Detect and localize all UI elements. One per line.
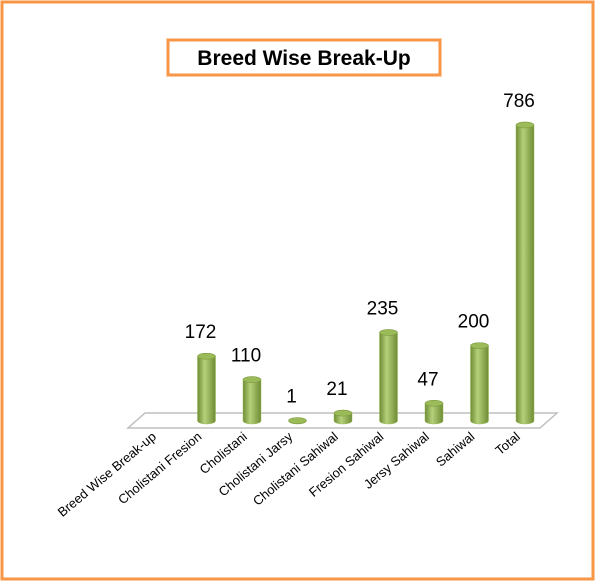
value-label: 47 [417,369,438,390]
bar [197,352,216,425]
value-label: 200 [458,312,490,333]
bar-top [470,342,489,349]
bar [515,121,535,425]
value-label: 172 [185,322,217,343]
bar-top [424,400,444,407]
chart-title: Breed Wise Break-Up [197,47,410,70]
value-label: 1 [286,387,297,408]
title-box [166,38,442,77]
bar [470,342,489,425]
value-label: 110 [231,346,261,367]
bar-top [242,376,262,383]
bar-top [197,352,216,360]
bar-top [379,329,398,336]
value-label: 21 [326,379,347,400]
bar-top [288,417,307,424]
value-label: 786 [503,91,535,112]
value-label: 235 [367,299,399,320]
bar-top [515,121,535,129]
bar [242,376,262,425]
bar-top [333,409,353,417]
bar [379,329,398,425]
